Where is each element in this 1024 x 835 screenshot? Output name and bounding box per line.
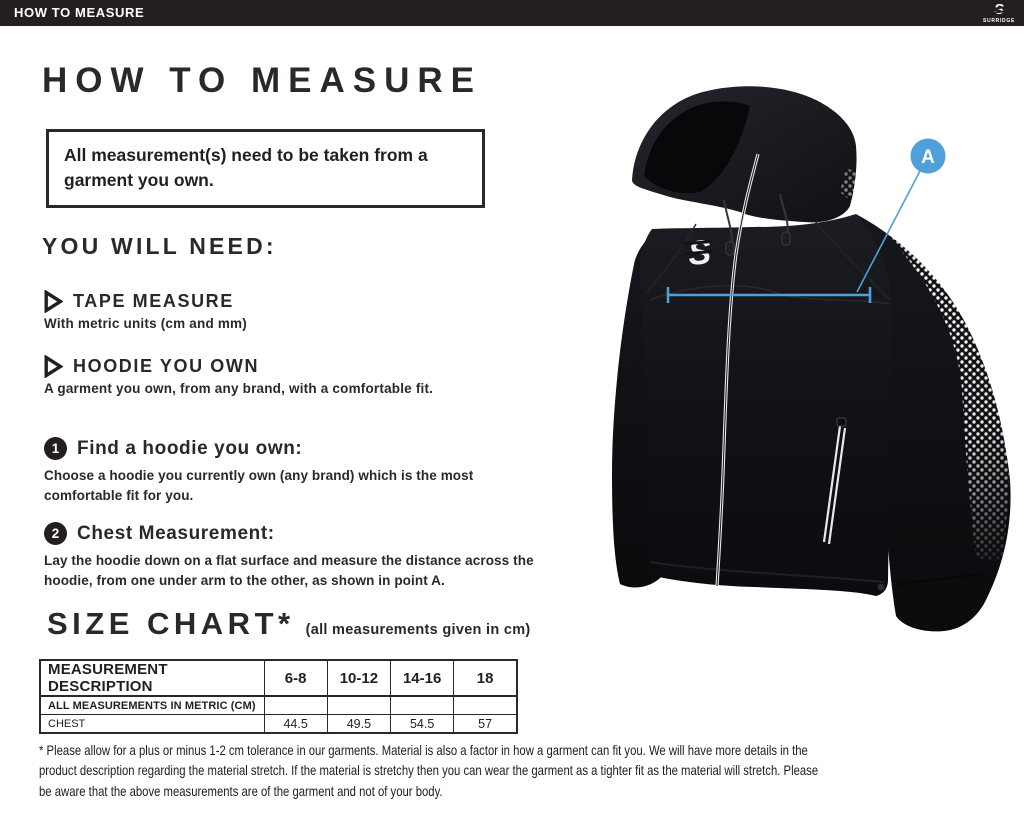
top-bar: HOW TO MEASURE S SURRIDGE [0, 0, 1024, 26]
size-chart-chest-row: CHEST 44.5 49.5 54.5 57 [39, 714, 518, 734]
chest-logo-icon: S [683, 233, 713, 273]
pocket-zipper [822, 425, 842, 543]
hoodie-right-sleeve [856, 214, 1011, 632]
step-number-badge: 1 [44, 437, 67, 460]
size-chart-table: MEASUREMENT DESCRIPTION 6-8 10-12 14-16 … [39, 659, 518, 734]
step-title: Chest Measurement: [77, 522, 275, 544]
pocket-zipper [827, 427, 847, 545]
need-item-description: With metric units (cm and mm) [44, 316, 247, 331]
hoodie-garment: S [612, 86, 1011, 632]
step-find-hoodie: 1 Find a hoodie you own: Choose a hoodie… [44, 437, 531, 505]
hem-seam [649, 561, 885, 583]
page-title: HOW TO MEASURE [42, 61, 482, 100]
hem-cord-toggle [877, 583, 885, 591]
need-item-tape-measure: TAPE MEASURE With metric units (cm and m… [44, 290, 247, 331]
need-item-title: TAPE MEASURE [73, 291, 234, 311]
drawcord-toggle [725, 241, 735, 256]
empty-cell [453, 695, 518, 715]
need-item-title: HOODIE YOU OWN [73, 356, 260, 376]
surridge-logo-icon: S SURRIDGE [978, 1, 1020, 25]
row-label-chest: CHEST [39, 714, 265, 734]
size-chart-title: SIZE CHART* [47, 606, 295, 641]
empty-cell [389, 695, 455, 715]
tolerance-footnote: * Please allow for a plus or minus 1-2 c… [39, 743, 819, 799]
column-header-size: 6-8 [263, 659, 328, 697]
column-header-size: 18 [453, 659, 518, 697]
hood-opening [644, 101, 750, 194]
surridge-brand-word: SURRIDGE [983, 18, 1015, 24]
step-title: Find a hoodie you own: [77, 437, 303, 459]
column-header-measurement-description: MEASUREMENT DESCRIPTION [39, 659, 265, 697]
pocket-zipper-pull [836, 417, 847, 427]
surridge-s-mark-icon: S [991, 2, 1007, 17]
shoulder-dot-pattern [840, 168, 1010, 562]
hoodie-body [640, 214, 892, 596]
need-item-hoodie: HOODIE YOU OWN A garment you own, from a… [44, 355, 433, 396]
size-chart-subtitle: (all measurements given in cm) [305, 622, 531, 638]
measurement-overlay: A [666, 138, 946, 303]
empty-cell [326, 695, 392, 715]
unit-row-label: ALL MEASUREMENTS IN METRIC (CM) [39, 695, 265, 715]
you-will-need-heading: YOU WILL NEED: [42, 233, 277, 259]
chest-value: 49.5 [326, 714, 392, 734]
step-description: Lay the hoodie down on a flat surface an… [44, 553, 534, 588]
point-a-badge [910, 138, 946, 174]
size-chart-heading-row: SIZE CHART* (all measurements given in c… [47, 606, 531, 642]
need-item-description: A garment you own, from any brand, with … [44, 381, 434, 396]
column-header-size: 10-12 [326, 659, 392, 697]
size-chart-unit-row: ALL MEASUREMENTS IN METRIC (CM) [39, 695, 518, 715]
step-description: Choose a hoodie you currently own (any b… [44, 468, 474, 503]
notice-box: All measurement(s) need to be taken from… [46, 129, 485, 208]
play-triangle-icon [44, 290, 63, 313]
cuff-seam [895, 572, 985, 586]
raglan-seam-right [813, 219, 891, 301]
top-bar-title: HOW TO MEASURE [14, 5, 145, 20]
chest-value: 57 [453, 714, 518, 734]
step-chest-measurement: 2 Chest Measurement: Lay the hoodie down… [44, 522, 569, 590]
chest-value: 44.5 [263, 714, 328, 734]
marker-pointer-line [856, 170, 921, 293]
raglan-seam-left [645, 223, 697, 295]
point-a-label: A [921, 147, 935, 168]
size-chart-header-row: MEASUREMENT DESCRIPTION 6-8 10-12 14-16 … [39, 659, 518, 697]
hoodie-illustration: S A [612, 86, 1011, 632]
empty-cell [263, 695, 328, 715]
step-number-badge: 2 [44, 522, 67, 545]
chest-value: 54.5 [389, 714, 455, 734]
front-zipper-teeth [716, 153, 759, 587]
drawcord-toggle [781, 231, 791, 246]
play-triangle-icon [44, 355, 63, 378]
column-header-size: 14-16 [389, 659, 455, 697]
